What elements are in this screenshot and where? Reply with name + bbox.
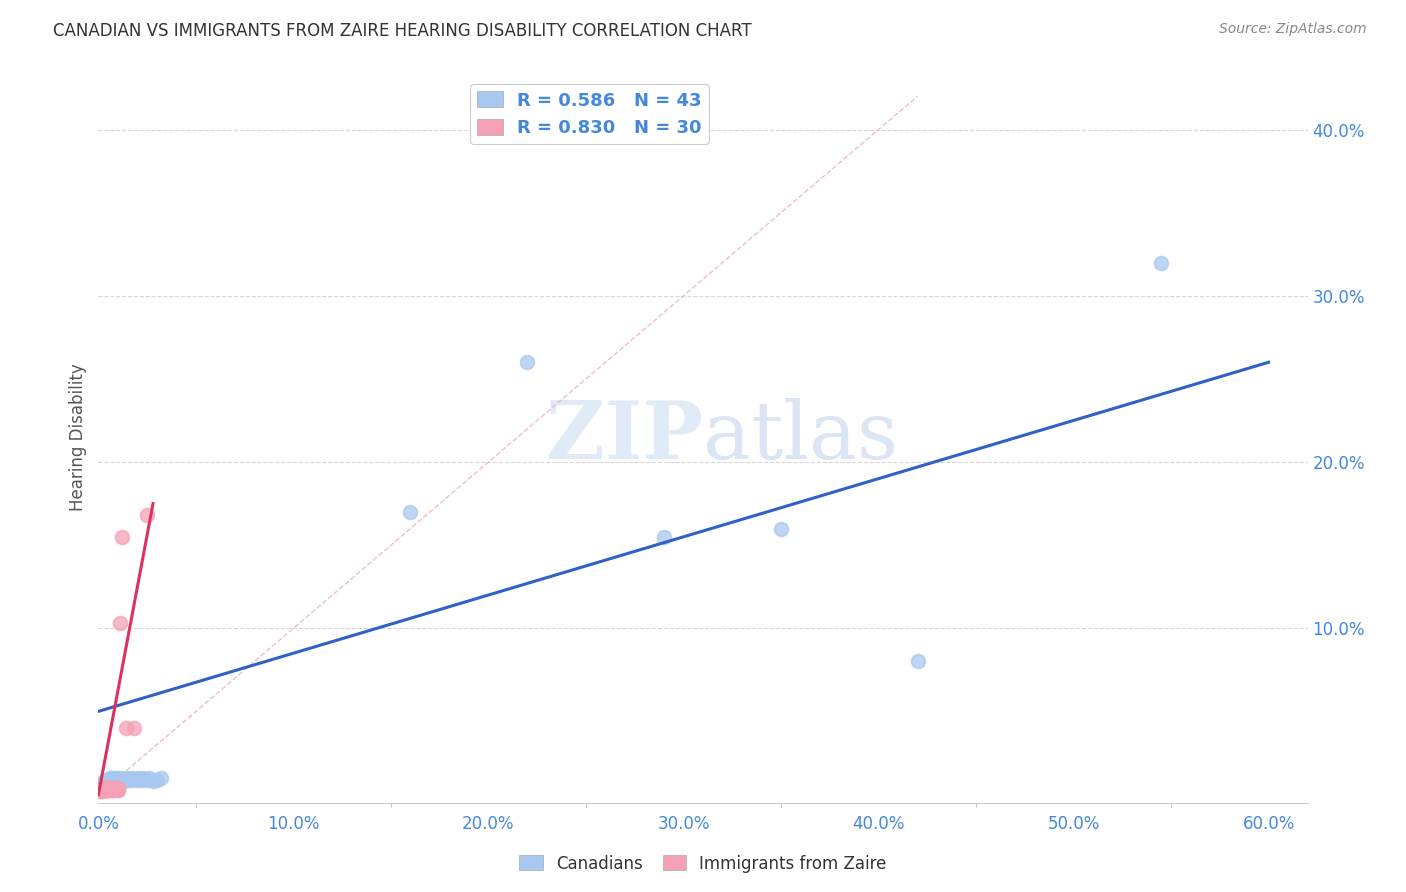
Point xyxy=(97,782,120,797)
Point xyxy=(93,782,115,797)
Point xyxy=(93,780,115,795)
Point xyxy=(122,771,145,785)
Point xyxy=(97,782,120,797)
Point xyxy=(96,782,118,797)
Point xyxy=(91,784,114,798)
Point xyxy=(103,780,125,795)
Legend: Canadians, Immigrants from Zaire: Canadians, Immigrants from Zaire xyxy=(513,848,893,880)
Point xyxy=(399,505,422,519)
Point xyxy=(97,774,120,789)
Point xyxy=(138,771,160,785)
Point xyxy=(98,780,121,795)
Point xyxy=(97,772,120,787)
Legend: R = 0.586   N = 43, R = 0.830   N = 30: R = 0.586 N = 43, R = 0.830 N = 30 xyxy=(470,84,709,144)
Point xyxy=(101,771,124,785)
Point xyxy=(96,778,118,792)
Point xyxy=(127,772,149,787)
Point xyxy=(108,772,131,787)
Point xyxy=(104,771,127,785)
Point xyxy=(132,771,155,785)
Point xyxy=(91,784,114,798)
Point xyxy=(91,778,114,792)
Point xyxy=(131,772,153,787)
Point xyxy=(93,776,115,790)
Text: Source: ZipAtlas.com: Source: ZipAtlas.com xyxy=(1219,22,1367,37)
Point xyxy=(93,774,115,789)
Point xyxy=(118,771,141,785)
Point xyxy=(97,780,120,795)
Point xyxy=(114,771,136,785)
Point xyxy=(96,782,118,797)
Point xyxy=(98,782,121,797)
Point xyxy=(149,771,172,785)
Point xyxy=(117,772,139,787)
Point xyxy=(89,784,111,798)
Point xyxy=(128,771,150,785)
Point xyxy=(96,772,118,787)
Point xyxy=(96,780,118,795)
Point xyxy=(101,772,124,787)
Point xyxy=(107,780,129,795)
Point xyxy=(111,530,134,544)
Point xyxy=(107,772,129,787)
Point xyxy=(103,772,125,787)
Point xyxy=(104,780,127,795)
Point xyxy=(108,616,131,631)
Point xyxy=(91,782,114,797)
Point xyxy=(101,780,124,795)
Point xyxy=(96,774,118,789)
Point xyxy=(146,772,169,787)
Point xyxy=(1150,255,1173,269)
Text: CANADIAN VS IMMIGRANTS FROM ZAIRE HEARING DISABILITY CORRELATION CHART: CANADIAN VS IMMIGRANTS FROM ZAIRE HEARIN… xyxy=(53,22,752,40)
Point xyxy=(121,772,143,787)
Point xyxy=(104,772,127,787)
Point xyxy=(136,508,159,523)
Point xyxy=(769,521,792,535)
Point xyxy=(516,355,538,369)
Point xyxy=(91,776,114,790)
Point xyxy=(93,782,115,797)
Point xyxy=(122,721,145,735)
Point xyxy=(107,782,129,797)
Point xyxy=(136,772,159,787)
Y-axis label: Hearing Disability: Hearing Disability xyxy=(69,363,87,511)
Point xyxy=(103,782,125,797)
Point xyxy=(142,774,165,789)
Text: ZIP: ZIP xyxy=(546,398,703,476)
Point xyxy=(107,771,129,785)
Point xyxy=(89,782,111,797)
Text: atlas: atlas xyxy=(703,398,898,476)
Point xyxy=(652,530,675,544)
Point xyxy=(89,779,111,793)
Point xyxy=(112,774,135,789)
Point xyxy=(107,782,129,797)
Point xyxy=(91,780,114,795)
Point xyxy=(111,771,134,785)
Point xyxy=(98,771,121,785)
Point xyxy=(907,655,929,669)
Point xyxy=(98,772,121,787)
Point xyxy=(103,771,125,785)
Point xyxy=(114,721,136,735)
Point xyxy=(101,782,124,797)
